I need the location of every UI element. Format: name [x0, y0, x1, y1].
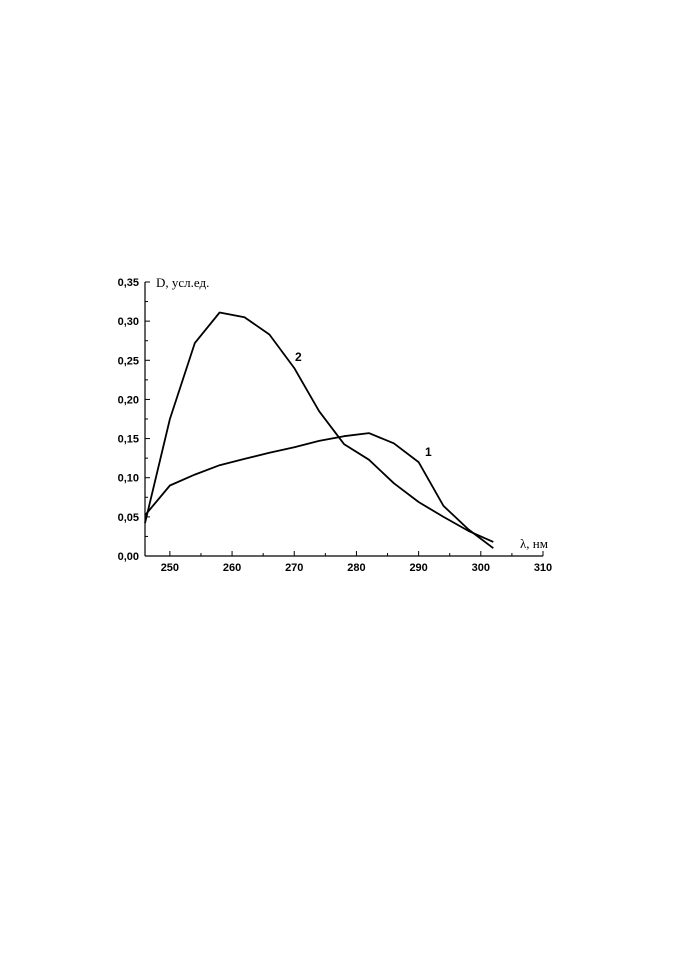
y-axis-title: D, усл.ед.	[156, 275, 209, 290]
x-tick-label: 300	[472, 562, 490, 574]
y-tick-label: 0,00	[118, 551, 139, 563]
y-tick-label: 0,20	[118, 394, 139, 406]
series-line-1	[144, 432, 494, 549]
series-group	[144, 311, 494, 549]
y-tick-label: 0,10	[118, 473, 139, 485]
x-tick-label: 250	[161, 562, 179, 574]
x-tick-label: 310	[534, 562, 552, 574]
x-tick-label: 270	[285, 562, 303, 574]
x-axis-title: λ, нм	[520, 536, 548, 551]
y-tick-label: 0,35	[118, 277, 139, 289]
y-tick-label: 0,25	[118, 355, 139, 367]
labels: D, усл.ед. λ, нм 1 2	[156, 275, 548, 551]
x-tick-label: 260	[223, 562, 241, 574]
series-label-2: 2	[295, 350, 302, 364]
y-tick-label: 0,30	[118, 316, 139, 328]
series-line-2	[144, 311, 494, 543]
series-label-1: 1	[425, 445, 432, 459]
x-tick-label: 290	[409, 562, 427, 574]
y-tick-label: 0,05	[118, 512, 139, 524]
x-tick-label: 280	[347, 562, 365, 574]
y-tick-label: 0,15	[118, 434, 139, 446]
axes: 0,00 0,05 0,10 0,15 0,20 0,25 0,30 0,35 250 260 27…	[118, 277, 553, 574]
